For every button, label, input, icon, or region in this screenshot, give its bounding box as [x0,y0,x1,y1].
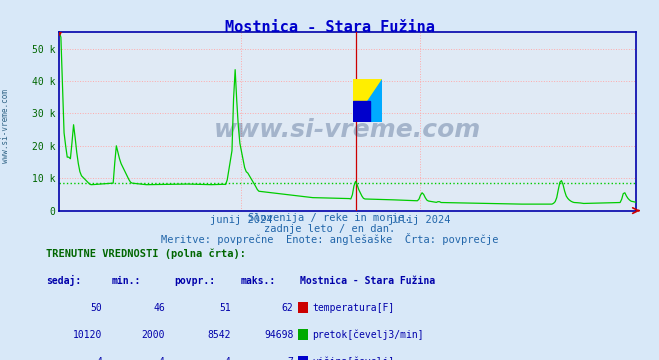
Text: Mostnica - Stara Fužina: Mostnica - Stara Fužina [225,20,434,35]
Text: 7: 7 [287,357,293,360]
Text: 4: 4 [225,357,231,360]
Text: Slovenija / reke in morje.: Slovenija / reke in morje. [248,213,411,224]
Text: 4: 4 [96,357,102,360]
Text: www.si-vreme.com: www.si-vreme.com [1,89,10,163]
Text: 8542: 8542 [207,330,231,341]
Text: min.:: min.: [112,276,142,287]
Text: 2000: 2000 [141,330,165,341]
Text: 50: 50 [90,303,102,314]
Text: pretok[čevelj3/min]: pretok[čevelj3/min] [312,330,424,341]
Text: povpr.:: povpr.: [175,276,215,287]
Text: Meritve: povprečne  Enote: anglešaške  Črta: povprečje: Meritve: povprečne Enote: anglešaške Črt… [161,233,498,245]
Polygon shape [353,79,382,122]
Text: maks.:: maks.: [241,276,275,287]
Polygon shape [353,101,370,122]
Text: temperatura[F]: temperatura[F] [312,303,395,314]
Text: višina[čevelj]: višina[čevelj] [312,357,395,360]
Text: www.si-vreme.com: www.si-vreme.com [214,118,481,143]
Text: 62: 62 [281,303,293,314]
Text: 46: 46 [153,303,165,314]
Polygon shape [353,79,382,122]
Text: sedaj:: sedaj: [46,275,81,287]
Text: Mostnica - Stara Fužina: Mostnica - Stara Fužina [300,276,435,287]
Text: 94698: 94698 [264,330,293,341]
Text: 4: 4 [159,357,165,360]
Text: 51: 51 [219,303,231,314]
Text: 10120: 10120 [72,330,102,341]
Text: TRENUTNE VREDNOSTI (polna črta):: TRENUTNE VREDNOSTI (polna črta): [46,249,246,260]
Text: zadnje leto / en dan.: zadnje leto / en dan. [264,224,395,234]
